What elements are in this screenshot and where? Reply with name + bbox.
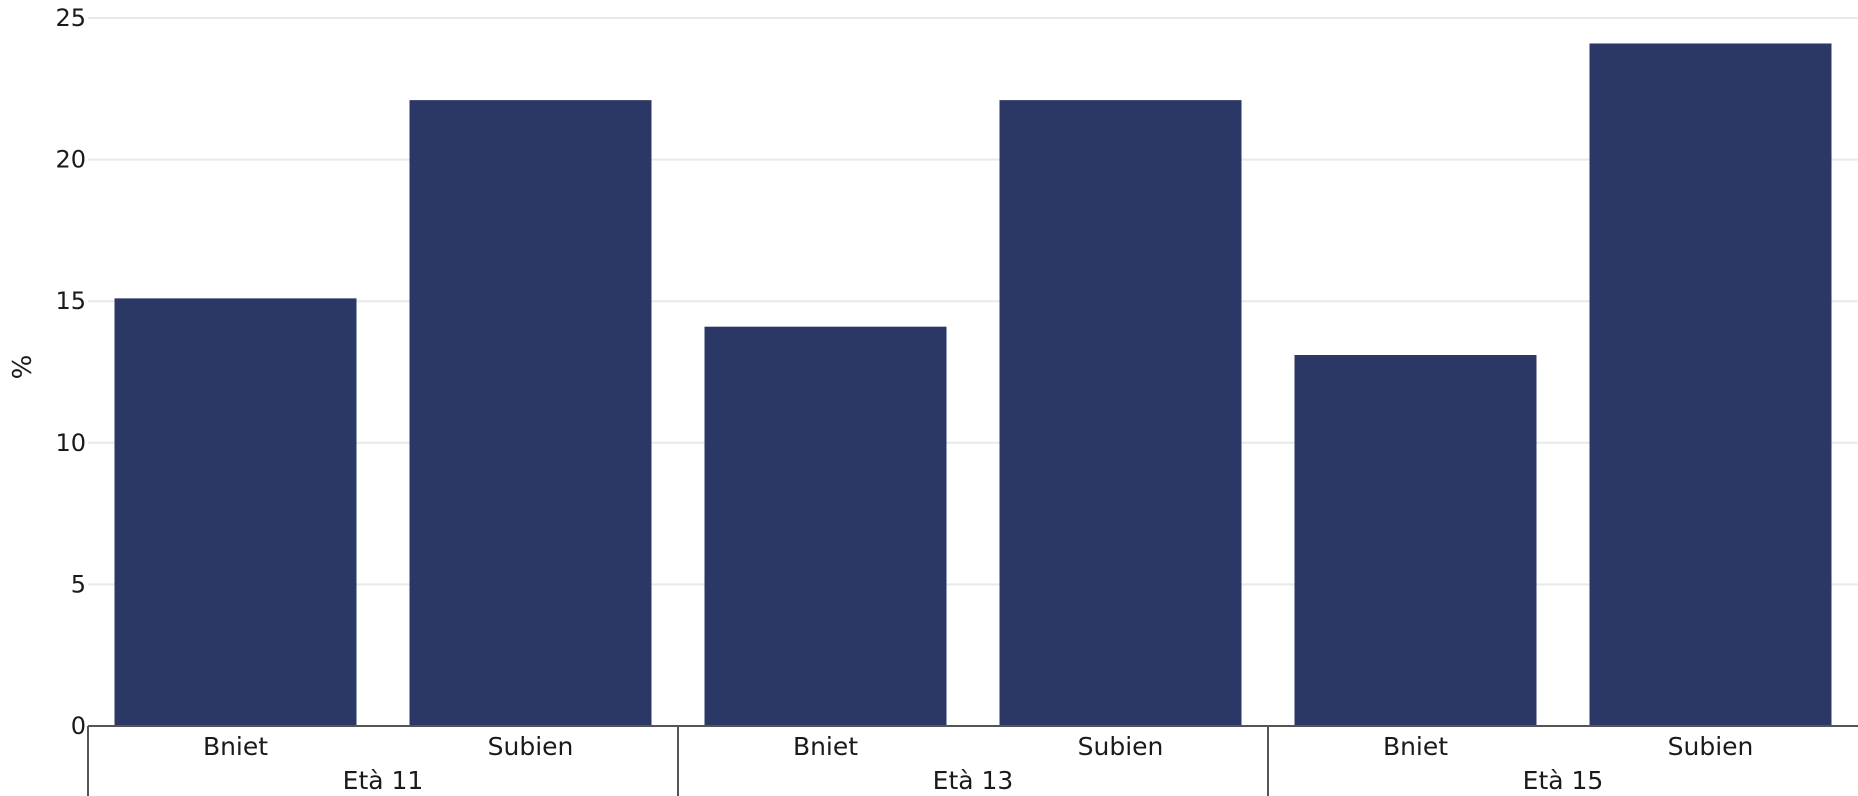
axes xyxy=(87,725,1858,796)
x-category-label: Subien xyxy=(1668,732,1754,761)
y-tick-label: 15 xyxy=(55,287,86,315)
labels: 0 5 10 15 20 25 Bniet Subien Età 11 Bniet Subien Et… xyxy=(55,4,1753,795)
grid-lines xyxy=(88,17,1858,586)
y-tick-label: 25 xyxy=(55,4,86,32)
bar xyxy=(1294,355,1537,726)
x-group-label: Età 15 xyxy=(1523,766,1604,795)
bar xyxy=(409,100,652,727)
bar xyxy=(114,298,357,726)
bar xyxy=(704,326,947,726)
y-axis-title: % xyxy=(8,355,38,380)
x-group-label: Età 11 xyxy=(343,766,424,795)
y-tick-label: 5 xyxy=(71,570,86,598)
bar xyxy=(1589,43,1832,727)
y-tick-label: 10 xyxy=(55,429,86,457)
x-category-label: Bniet xyxy=(203,732,268,761)
x-category-label: Subien xyxy=(488,732,574,761)
x-category-label: Bniet xyxy=(1383,732,1448,761)
x-group-label: Età 13 xyxy=(933,766,1014,795)
x-category-label: Subien xyxy=(1078,732,1164,761)
x-category-label: Bniet xyxy=(793,732,858,761)
bar xyxy=(999,100,1242,727)
y-tick-label: 0 xyxy=(71,712,86,740)
bars xyxy=(114,43,1832,727)
y-tick-label: 20 xyxy=(55,146,86,174)
